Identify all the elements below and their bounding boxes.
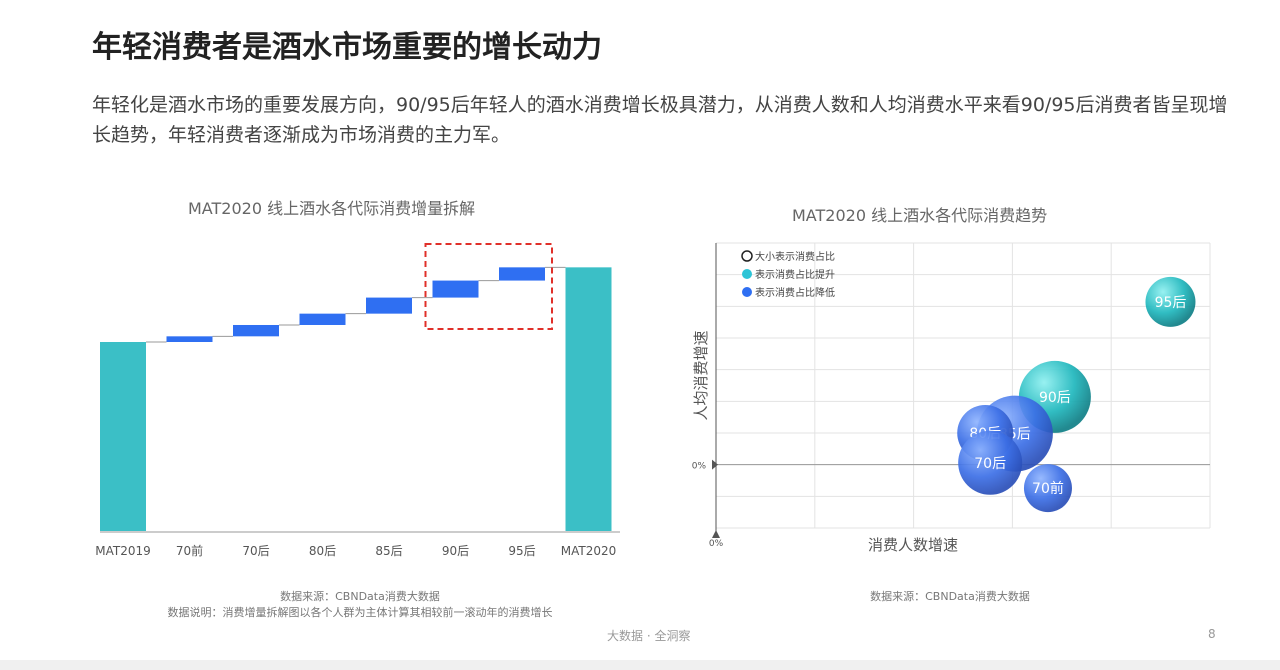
subtitle: 年轻化是酒水市场的重要发展方向，90/95后年轻人的酒水消费增长极具潜力，从消费… [92, 94, 1228, 146]
bubble-title: MAT2020 线上酒水各代际消费趋势 [792, 206, 1048, 225]
bar-MAT2020 [565, 267, 612, 531]
left-source: 数据来源：CBNData消费大数据 [280, 590, 440, 603]
bar-80后 [299, 313, 346, 325]
bubble-70后 [958, 430, 1023, 495]
y-axis-label: 人均消费增速 [692, 330, 710, 420]
axis-arrow [712, 530, 720, 538]
bar-70后 [233, 324, 279, 337]
x-tick-label: 95后 [508, 544, 535, 558]
bar-70前 [166, 336, 213, 342]
x-tick-label: MAT2019 [95, 544, 151, 558]
zero-marker [712, 459, 718, 470]
legend-marker [742, 269, 752, 279]
bottom-band [0, 660, 1280, 670]
origin-label: 0% [709, 539, 724, 549]
bubble-label: 70后 [974, 456, 1006, 472]
legend-marker [742, 287, 752, 297]
bar-MAT2019 [100, 342, 146, 531]
x-tick-label: 90后 [442, 544, 469, 558]
legend-label: 表示消费占比提升 [755, 268, 835, 281]
x-tick-label: 80后 [309, 544, 336, 558]
right-source: 数据来源：CBNData消费大数据 [870, 590, 1030, 603]
legend-label: 表示消费占比降低 [755, 286, 835, 299]
bubble-95后 [1145, 276, 1196, 327]
x-axis-label: 消费人数增速 [868, 536, 958, 554]
bar-90后 [432, 280, 479, 298]
bubble-label: 90后 [1039, 390, 1071, 406]
bubble-label: 70前 [1032, 480, 1064, 497]
waterfall-chart: MAT2019 70前 70后 80后 85后 90后 95后 MAT2020 [95, 243, 620, 558]
zero-label: 0% [692, 462, 707, 472]
footer-text: 大数据 · 全洞察 [607, 629, 691, 643]
bubble-chart: 0% 0% 消费人数增速 人均消费增速 大小表示消费占比表示消费占比提升表示消费占比降低… [692, 242, 1211, 554]
highlight-box [424, 243, 553, 330]
x-tick-label: MAT2020 [561, 544, 617, 558]
bar-85后 [366, 297, 412, 314]
legend-marker [741, 250, 753, 262]
page-title: 年轻消费者是酒水市场重要的增长动力 [92, 30, 602, 65]
waterfall-title: MAT2020 线上酒水各代际消费增量拆解 [188, 199, 476, 218]
x-tick-label: 85后 [375, 544, 402, 558]
left-explanation: 数据说明：消费增量拆解图以各个人群为主体计算其相较前一滚动年的消费增长 [167, 606, 553, 619]
legend-label: 大小表示消费占比 [755, 250, 835, 263]
page-number: 8 [1208, 627, 1216, 641]
bar-95后 [499, 267, 545, 281]
bubble-70前 [1023, 464, 1072, 513]
x-tick-label: 70后 [242, 544, 269, 558]
bubble-label: 95后 [1155, 295, 1187, 311]
x-tick-label: 70前 [176, 543, 203, 558]
